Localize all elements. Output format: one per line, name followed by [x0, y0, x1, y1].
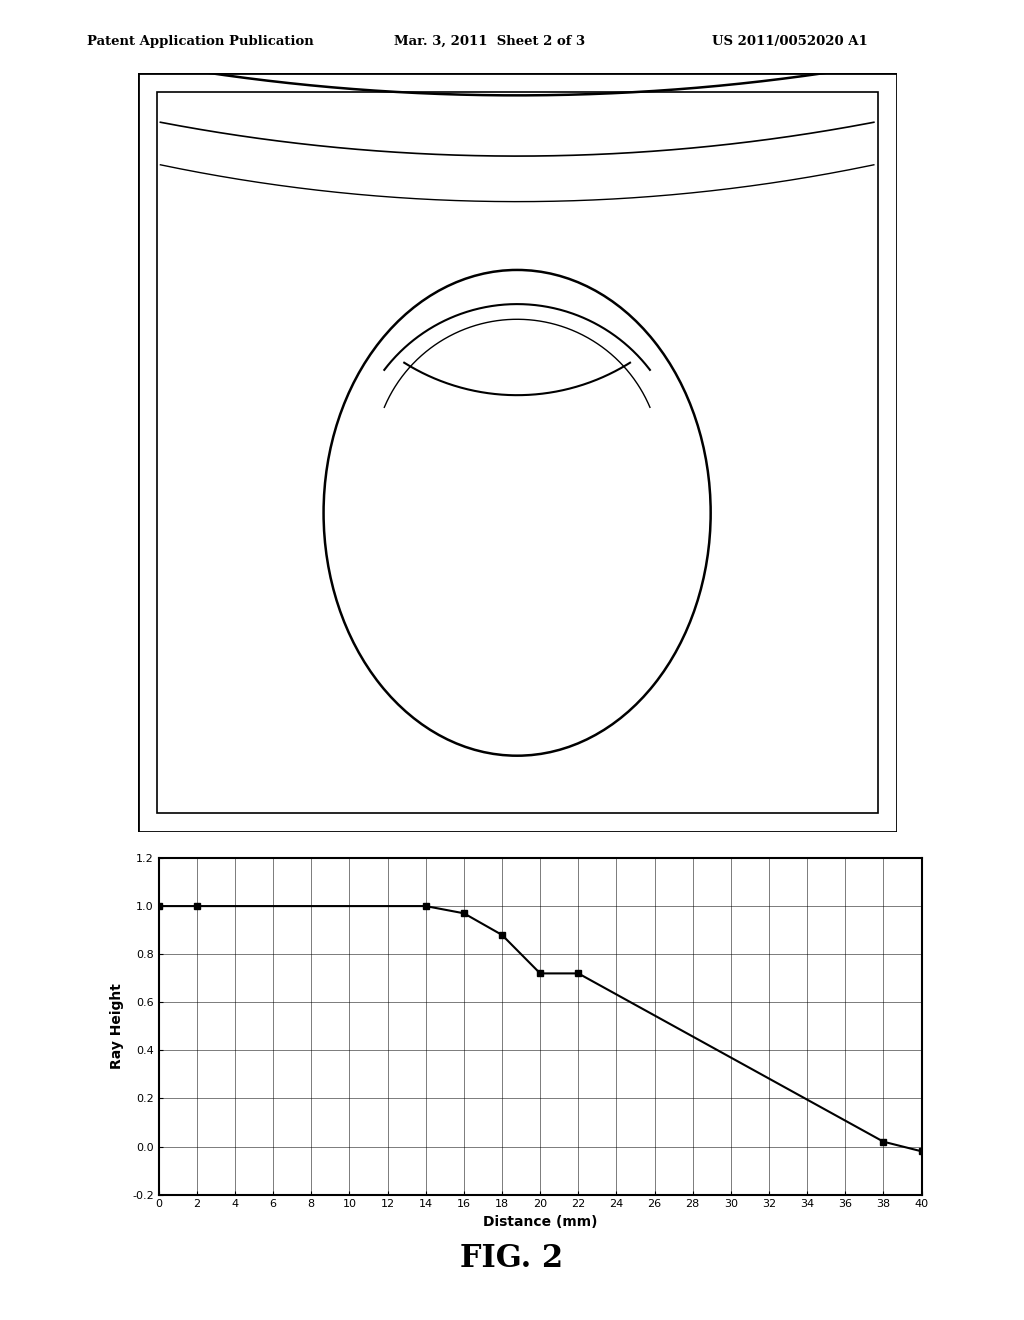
Y-axis label: Ray Height: Ray Height [110, 983, 124, 1069]
Text: US 2011/0052020 A1: US 2011/0052020 A1 [712, 34, 867, 48]
Text: FIG. 2: FIG. 2 [461, 1243, 563, 1274]
Ellipse shape [324, 271, 711, 756]
Text: Mar. 3, 2011  Sheet 2 of 3: Mar. 3, 2011 Sheet 2 of 3 [394, 34, 586, 48]
X-axis label: Distance (mm): Distance (mm) [483, 1214, 597, 1229]
Polygon shape [384, 304, 650, 395]
Text: Patent Application Publication: Patent Application Publication [87, 34, 313, 48]
